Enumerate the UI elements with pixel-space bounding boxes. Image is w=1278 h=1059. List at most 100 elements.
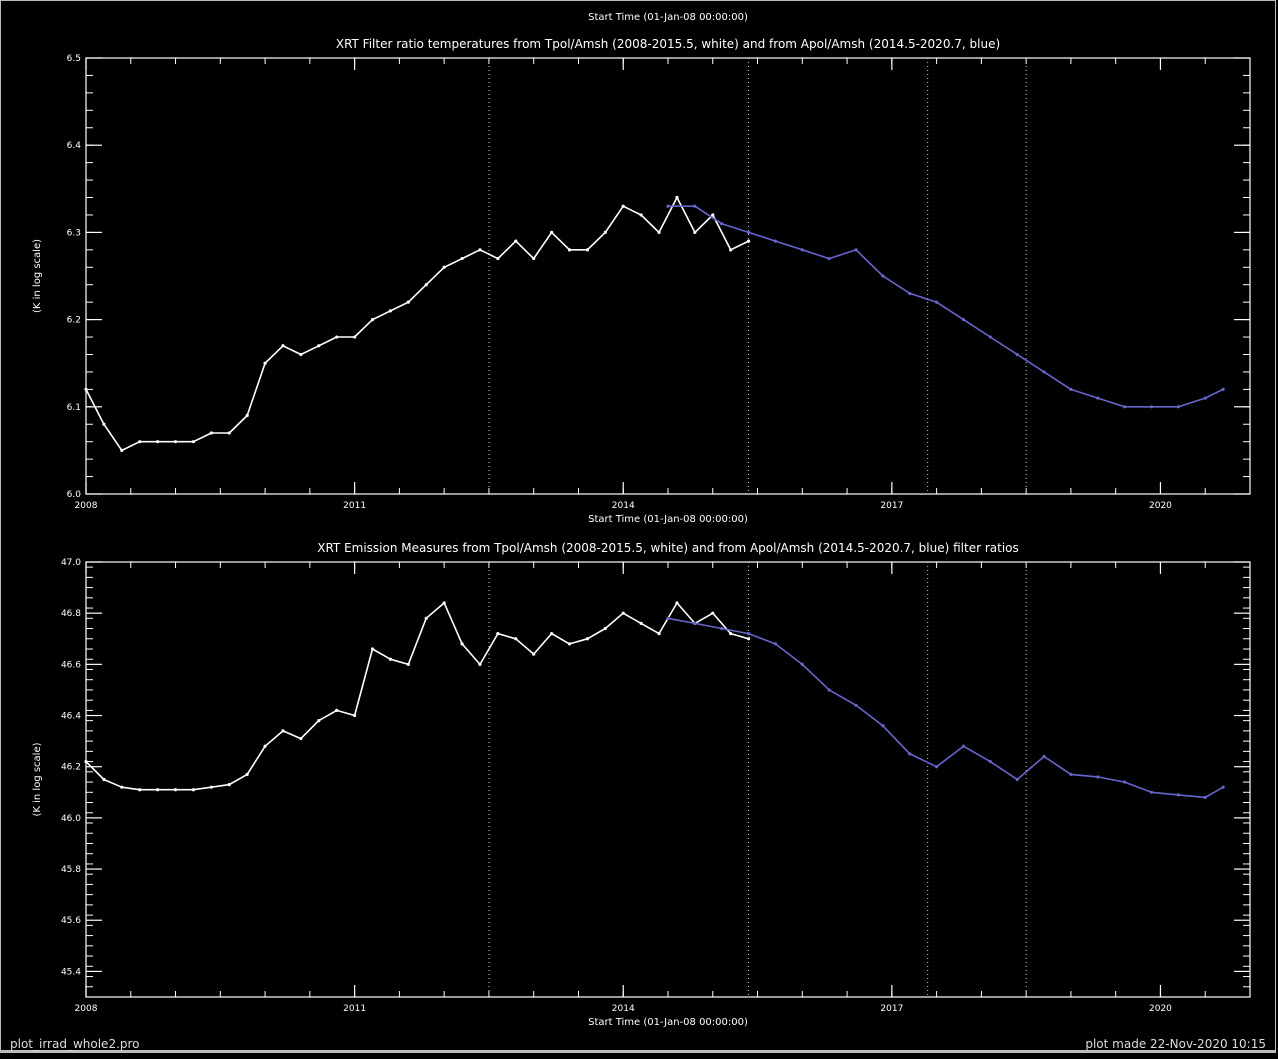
chart1-series-1-point — [567, 248, 572, 252]
chart2-series-1-point — [675, 601, 679, 605]
chart1-series-1-point — [263, 361, 267, 365]
chart1-series-1-point — [299, 352, 303, 357]
chart1-series-2-point — [800, 248, 804, 252]
chart1-series-2-point — [1042, 370, 1046, 374]
chart1-x-tick-label: 2020 — [1149, 501, 1172, 511]
chart1-series-1-point — [138, 440, 142, 444]
chart2-series-1-point — [478, 662, 482, 666]
chart1-y-tick-label: 6.5 — [67, 54, 81, 64]
chart2-y-tick-label: 45.4 — [61, 967, 81, 977]
chart1-series-1-point — [603, 230, 607, 234]
chart2-y-tick-label: 46.0 — [61, 814, 81, 824]
chart2-series-2-point — [881, 724, 885, 728]
chart1-series-1-point — [173, 440, 178, 444]
chart2-series-1-point — [353, 713, 357, 718]
chart2-series-1-point — [550, 632, 554, 636]
chart1-series-1-point — [156, 440, 160, 444]
chart2-series-2-point — [1123, 780, 1127, 784]
chart2-y-tick-label: 45.6 — [61, 916, 81, 926]
chart1-series-2-point — [908, 291, 912, 296]
chart1-y-tick-label: 6.4 — [67, 141, 82, 151]
chart1-series-1-point — [585, 248, 590, 252]
chart2-y-tick-label: 46.8 — [61, 609, 81, 619]
chart1-series-2-point — [961, 318, 966, 322]
chart1-series-2-point — [827, 256, 831, 261]
chart1-y-tick-label: 6.0 — [67, 490, 82, 500]
chart1-series-1-point — [84, 387, 88, 391]
chart1-series-2-point — [1096, 396, 1100, 400]
chart2-series-2-point — [827, 688, 831, 692]
chart2-x-tick-label: 2020 — [1149, 1004, 1172, 1014]
chart2-axes-box — [85, 561, 1251, 998]
chart1-series-1-point — [370, 318, 375, 322]
chart1-series-2-point — [881, 274, 885, 278]
chart2-x-tick-label: 2014 — [612, 1004, 635, 1014]
chart1-series-2-point — [1069, 387, 1073, 391]
chart1-series-2-point — [1203, 396, 1207, 400]
chart1-series-1-point — [209, 431, 213, 435]
chart1-y-tick-label: 6.1 — [67, 403, 81, 413]
chart1-series-2-point — [1149, 405, 1154, 409]
chart1-series-1-point — [335, 335, 339, 339]
chart2-series-1-point — [227, 783, 231, 787]
chart2-title: XRT Emission Measures from Tpol/Amsh (20… — [317, 541, 1019, 555]
chart1-x-tick-label: 2014 — [612, 501, 635, 511]
chart1-series-2-line — [668, 205, 1224, 408]
chart2-y-tick-label: 45.8 — [61, 865, 81, 875]
chart1-y-tick-label: 6.3 — [67, 228, 81, 238]
chart1-y-label: (K in log scale) — [32, 239, 43, 313]
chart1-series-1-point — [711, 213, 715, 217]
footer-plot-date: plot made 22-Nov-2020 10:15 — [1085, 1037, 1266, 1051]
chart1-series-1-point — [227, 431, 231, 435]
chart2-series-2-point — [1042, 754, 1046, 759]
chart1-series-1-point — [406, 300, 410, 304]
chart2-series-2-point — [1069, 772, 1073, 776]
chart2-series-2-point — [935, 765, 939, 769]
chart2-series-1-point — [567, 642, 572, 646]
chart1-series-2-point — [854, 248, 858, 252]
chart1-series-1-point — [120, 448, 124, 452]
chart1-x-tick-label: 2017 — [880, 501, 903, 511]
chart2-series-1-point — [138, 788, 142, 792]
chart1-series-1-point — [191, 440, 196, 444]
chart2-series-1-point — [245, 772, 249, 776]
chart1-series-1-point — [514, 239, 518, 243]
chart1-x-tick-label: 2008 — [75, 501, 98, 511]
chart2-series-2-point — [1149, 790, 1154, 794]
chart2-series-2-point — [773, 642, 778, 646]
chart2-series-2-point — [1096, 775, 1100, 779]
chart1-series-1-point — [532, 256, 536, 261]
chart1-axes-box — [85, 57, 1251, 495]
chart1-series-1-point — [693, 230, 697, 234]
chart1-series-1-point — [496, 256, 500, 261]
chart2-series-1-point — [209, 785, 213, 789]
chart2-series-2-line — [667, 617, 1224, 799]
chart1-series-2-point — [666, 204, 670, 208]
chart2-series-1-point — [156, 788, 160, 792]
chart2-series-1-point — [585, 637, 590, 641]
chart2-series-2-point — [746, 632, 751, 636]
chart2-series-1-point — [370, 647, 375, 651]
chart1-series-1-point — [621, 204, 625, 208]
chart1-series-2-point — [773, 239, 778, 243]
chart2-series-1-point — [621, 611, 625, 615]
chart1-series-1-point — [478, 248, 482, 252]
chart2-y-tick-label: 46.2 — [61, 763, 81, 773]
chart1-series-1-point — [675, 195, 679, 200]
chart2-y-label: (K in log scale) — [32, 742, 43, 816]
chart1-series-1-point — [317, 344, 321, 348]
chart2-series-1-point — [317, 719, 321, 723]
chart1-series-1-point — [460, 256, 464, 261]
chart1-series-1-line — [85, 196, 749, 452]
chart2-series-2-point — [1203, 795, 1207, 800]
chart1-series-1-point — [102, 422, 106, 426]
chart1-y-tick-label: 6.2 — [67, 316, 81, 326]
chart2-x-tick-label: 2011 — [343, 1004, 366, 1014]
chart2-series-1-point — [263, 744, 267, 748]
chart2-y-tick-label: 47.0 — [61, 558, 81, 568]
chart1-series-2-point — [988, 335, 992, 339]
chart2-series-2-point — [961, 744, 966, 748]
chart2-series-1-point — [299, 736, 303, 741]
chart2-series-1-point — [460, 642, 464, 646]
